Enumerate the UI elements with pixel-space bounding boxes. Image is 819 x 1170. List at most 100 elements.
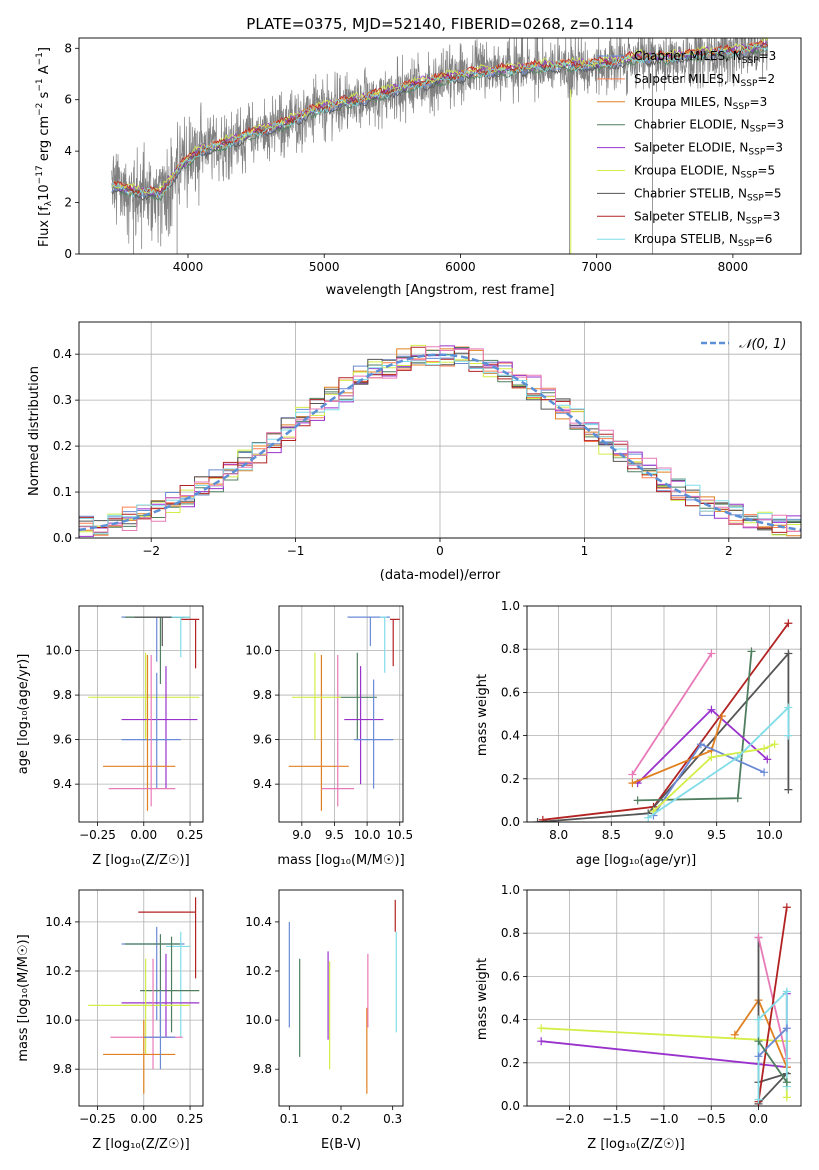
plus-marker <box>733 753 742 762</box>
y-tick-label: 0.8 <box>501 926 520 940</box>
spectrum-xlabel: wavelength [Angstrom, rest frame] <box>326 283 555 298</box>
x-tick-label: −0.25 <box>79 828 116 842</box>
x-tick-label: 0.00 <box>130 828 157 842</box>
model-spectrum-line <box>111 40 768 196</box>
spectrum-plot: 4000 5000 6000 7000 8000 0 2 4 6 8 <box>64 37 802 274</box>
residuals-xlabel: (data-model)/error <box>380 568 501 583</box>
x-tick-label: 9.0 <box>654 828 673 842</box>
plus-marker <box>754 1052 763 1061</box>
x-tick-label: 0.3 <box>383 1112 402 1126</box>
plus-marker <box>696 740 705 749</box>
legend-model-name: Chabrier ELODIE, N <box>634 118 750 132</box>
plot-frame <box>526 889 802 1107</box>
plus-marker <box>644 813 653 822</box>
y-tick-label: 9.8 <box>253 688 272 702</box>
y-tick-label: 10.2 <box>245 964 272 978</box>
legend-subscript: SSP <box>738 239 755 249</box>
residual-histogram-step <box>79 354 801 535</box>
x-tick-label: −0.25 <box>79 1112 116 1126</box>
y-tick-label: 0.0 <box>501 815 520 829</box>
legend-label: Kroupa ELODIE, NSSP=5 <box>634 164 775 181</box>
x-tick-label: 10.0 <box>756 828 783 842</box>
plus-marker <box>782 1078 791 1087</box>
legend-nssp: =5 <box>764 186 782 200</box>
plus-marker <box>754 1037 763 1046</box>
clipped-marks <box>79 344 801 537</box>
x-tick-label: 0.0 <box>749 1112 768 1126</box>
y-tick-label: 0.3 <box>53 393 72 407</box>
legend-label: Salpeter MILES, NSSP=2 <box>634 72 775 89</box>
plus-marker <box>628 779 637 788</box>
mass-weight-line <box>537 651 790 822</box>
y-tick-label: 0.0 <box>501 1099 520 1113</box>
clipped-marks <box>88 616 200 811</box>
y-tick-label: 9.6 <box>253 733 272 747</box>
y-tick-label: 0.8 <box>501 642 520 656</box>
plus-marker <box>754 933 763 942</box>
zage-ylabel: age [log₁₀(age/yr)] <box>16 654 31 775</box>
mass-weight-line <box>757 1027 788 1057</box>
clipped-marks <box>288 899 397 1094</box>
figure-title: PLATE=0375, MJD=52140, FIBERID=0268, z=0… <box>246 15 633 33</box>
x-tick-label: 8.0 <box>549 828 568 842</box>
plus-marker <box>784 703 793 712</box>
legend-nssp: =3 <box>750 95 768 109</box>
y-tick-label: 2 <box>64 196 72 210</box>
ebvmass-xlabel: E(B-V) <box>321 1137 361 1152</box>
x-tick-label: 9.5 <box>707 828 726 842</box>
mass-weight-line <box>734 998 788 1068</box>
y-tick-label: 9.8 <box>53 1062 72 1076</box>
legend-subscript: SSP <box>741 171 758 181</box>
plus-marker <box>782 903 791 912</box>
y-tick-label: 9.8 <box>53 688 72 702</box>
clipped-marks <box>111 38 769 254</box>
plot-frame <box>78 321 802 539</box>
spectrum-ylabel: Flux [fλ10−17 erg cm−2 s−1 A−1] <box>35 47 54 247</box>
y-tick-label: 0.2 <box>53 439 72 453</box>
legend-model-name: Kroupa STELIB, N <box>634 232 738 246</box>
y-tick-label: 9.8 <box>253 1062 272 1076</box>
legend-model-name: Kroupa MILES, N <box>634 95 733 109</box>
mass-weight-line <box>632 715 723 784</box>
legend-subscript: SSP <box>750 125 767 135</box>
plot-frame <box>78 889 204 1107</box>
plot-frame <box>526 605 802 823</box>
model-spectrum-line <box>111 43 769 199</box>
legend-subscript: SSP <box>746 216 763 226</box>
legend-label: Chabrier STELIB, NSSP=5 <box>634 186 782 203</box>
residuals-ylabel: Normed distribution <box>27 366 42 496</box>
y-tick-label: 10.0 <box>245 1013 272 1027</box>
zmass-ylabel: mass [log₁₀(M/M☉)] <box>16 934 31 1061</box>
legend-nssp: =3 <box>763 209 781 223</box>
y-tick-label: 8 <box>64 41 72 55</box>
y-tick-label: 0.2 <box>501 1056 520 1070</box>
legend-nssp: =5 <box>757 164 775 178</box>
plus-marker <box>784 785 793 794</box>
zage-xlabel: Z [log₁₀(Z/Z☉)] <box>92 853 189 868</box>
x-tick-label: 4000 <box>173 260 204 274</box>
zweight-ylabel: mass weight <box>475 958 490 1040</box>
residual-histogram-plot: −2 −1 0 1 2 0.0 0.1 0.2 0.3 0.4 <box>53 321 802 558</box>
data-spectrum <box>111 38 769 244</box>
age-massweight-plot: 8.0 8.5 9.0 9.5 10.0 0.0 0.2 0.4 0.6 0.8 1.0 <box>501 599 802 842</box>
plus-marker <box>784 731 793 740</box>
clipped-marks <box>288 616 400 811</box>
x-tick-label: −2.0 <box>555 1112 584 1126</box>
ageweight-ylabel: mass weight <box>475 674 490 756</box>
x-tick-label: 10.0 <box>354 828 381 842</box>
y-tick-label: 0.4 <box>53 347 72 361</box>
mass-age-plot: 9.0 9.5 10.0 10.5 9.4 9.6 9.8 10.0 <box>245 605 413 842</box>
clipped-marks <box>88 897 200 1094</box>
plus-marker <box>770 740 779 749</box>
y-tick-label: 0.2 <box>501 772 520 786</box>
x-tick-label: 8000 <box>718 260 749 274</box>
mass-weight-line <box>757 937 788 1059</box>
y-tick-label: 6 <box>64 93 72 107</box>
mass-weight-line <box>757 937 790 1105</box>
x-tick-label: 0.25 <box>177 1112 204 1126</box>
plus-marker <box>763 755 772 764</box>
x-tick-label: 0.2 <box>331 1112 350 1126</box>
plus-marker <box>707 705 716 714</box>
